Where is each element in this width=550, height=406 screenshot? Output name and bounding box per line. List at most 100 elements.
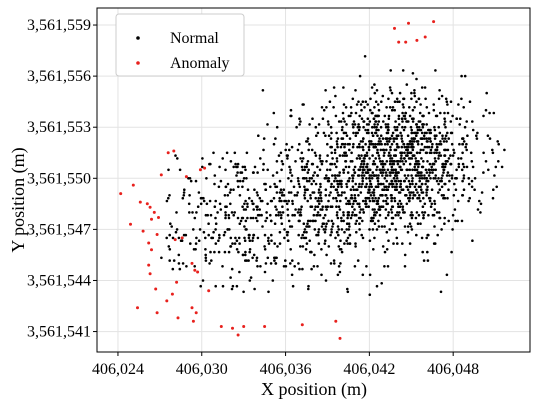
- normal-point: [389, 154, 392, 157]
- normal-point: [266, 123, 269, 126]
- normal-point: [298, 267, 301, 271]
- normal-point: [347, 211, 351, 214]
- normal-point: [337, 228, 341, 231]
- normal-point: [267, 290, 270, 294]
- normal-point: [357, 154, 361, 157]
- normal-point: [398, 205, 402, 208]
- normal-point: [246, 216, 249, 220]
- normal-point: [298, 123, 301, 126]
- normal-point: [347, 165, 351, 169]
- normal-point: [431, 142, 434, 146]
- normal-point: [401, 242, 404, 245]
- normal-point: [352, 199, 356, 203]
- normal-point: [345, 123, 348, 126]
- normal-point: [204, 248, 207, 251]
- normal-point: [341, 137, 345, 140]
- normal-point: [369, 194, 373, 197]
- normal-point: [375, 128, 378, 132]
- normal-point: [199, 202, 203, 206]
- normal-point: [273, 222, 277, 225]
- normal-point: [374, 120, 378, 123]
- normal-point: [331, 222, 335, 225]
- normal-point: [383, 185, 386, 189]
- normal-point: [415, 140, 419, 143]
- normal-point: [269, 213, 272, 217]
- normal-point: [312, 219, 316, 223]
- normal-point: [390, 165, 394, 169]
- normal-point: [350, 151, 353, 155]
- normal-point: [370, 216, 374, 220]
- normal-point: [448, 179, 451, 183]
- normal-point: [317, 123, 321, 126]
- normal-point: [313, 171, 317, 174]
- normal-point: [353, 171, 357, 174]
- normal-point: [353, 194, 357, 197]
- normal-point: [366, 171, 369, 174]
- normal-point: [457, 162, 461, 166]
- normal-point: [393, 199, 397, 203]
- normal-point: [362, 174, 366, 177]
- normal-point: [417, 171, 420, 174]
- normal-point: [236, 171, 239, 174]
- normal-point: [331, 225, 334, 228]
- normal-point: [342, 171, 346, 174]
- normal-point: [338, 171, 342, 174]
- normal-point: [169, 222, 172, 225]
- normal-point: [421, 250, 425, 254]
- normal-point: [168, 233, 171, 237]
- anomaly-point: [338, 336, 342, 340]
- normal-point: [462, 177, 466, 180]
- normal-point: [361, 171, 365, 174]
- normal-point: [318, 202, 321, 206]
- normal-point: [336, 174, 340, 177]
- normal-point: [289, 114, 292, 118]
- normal-point: [284, 259, 287, 262]
- normal-point: [229, 160, 233, 163]
- normal-point: [442, 162, 445, 166]
- normal-point: [368, 157, 371, 160]
- normal-point: [308, 219, 312, 223]
- normal-point: [358, 157, 362, 160]
- normal-point: [165, 236, 168, 240]
- normal-point: [181, 196, 185, 200]
- normal-point: [465, 148, 469, 152]
- normal-point: [168, 194, 171, 197]
- normal-point: [317, 230, 320, 234]
- normal-point: [367, 205, 370, 208]
- normal-point: [280, 191, 284, 194]
- normal-point: [333, 179, 336, 183]
- normal-point: [339, 239, 342, 242]
- normal-point: [259, 265, 262, 268]
- normal-point: [391, 216, 395, 220]
- normal-point: [381, 94, 385, 98]
- normal-point: [379, 134, 383, 137]
- normal-point: [255, 208, 259, 211]
- normal-point: [332, 259, 336, 262]
- normal-point: [259, 199, 263, 203]
- normal-point: [448, 174, 451, 177]
- normal-point: [334, 196, 338, 200]
- normal-point: [387, 154, 391, 157]
- normal-point: [357, 185, 361, 189]
- legend-marker-normal: [136, 36, 140, 40]
- normal-point: [362, 120, 366, 123]
- anomaly-point: [173, 238, 177, 242]
- normal-point: [325, 106, 328, 109]
- normal-point: [397, 179, 400, 183]
- normal-point: [442, 194, 446, 197]
- normal-point: [384, 174, 388, 177]
- normal-point: [318, 168, 322, 172]
- normal-point: [284, 148, 288, 152]
- y-tick-label: 3,561,559: [27, 17, 91, 34]
- normal-point: [491, 151, 495, 155]
- normal-point: [224, 211, 227, 214]
- normal-point: [406, 120, 409, 123]
- normal-point: [348, 242, 352, 245]
- normal-point: [342, 86, 345, 89]
- normal-point: [391, 108, 394, 112]
- normal-point: [274, 137, 277, 140]
- normal-point: [329, 233, 332, 237]
- normal-point: [366, 196, 370, 200]
- normal-point: [345, 182, 348, 186]
- anomaly-point: [119, 192, 123, 196]
